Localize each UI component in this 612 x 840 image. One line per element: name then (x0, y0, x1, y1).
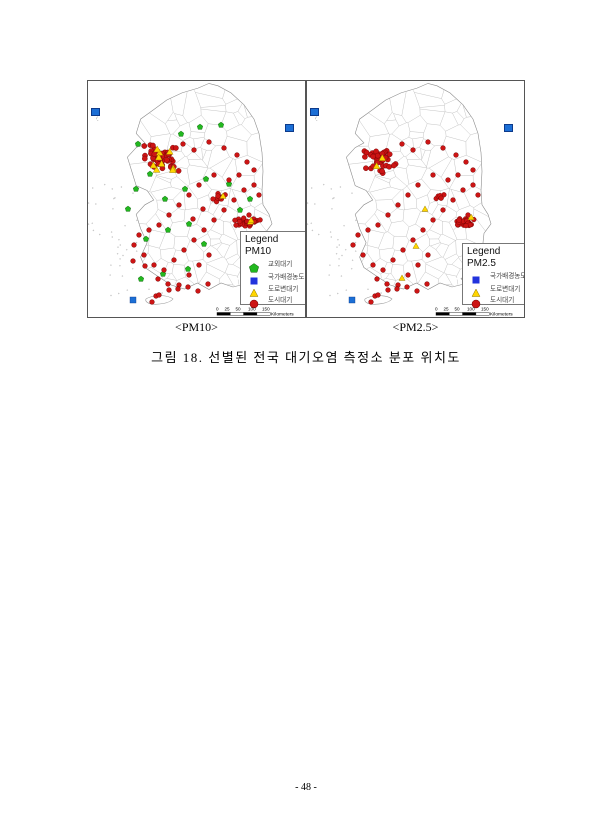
svg-text:100: 100 (467, 307, 475, 312)
svg-text:150: 150 (481, 307, 489, 312)
svg-text:50: 50 (236, 307, 242, 312)
svg-text:⁄.: ⁄. (96, 117, 99, 123)
svg-text:25: 25 (444, 307, 450, 312)
svg-text:Kilometers: Kilometers (490, 311, 513, 317)
svg-text:0: 0 (216, 307, 219, 312)
svg-text:25: 25 (225, 307, 231, 312)
svg-text:⁄.: ⁄. (315, 117, 318, 123)
svg-text:100: 100 (248, 307, 256, 312)
svg-text:Kilometers: Kilometers (271, 311, 294, 317)
svg-text:50: 50 (455, 307, 461, 312)
svg-text:150: 150 (262, 307, 270, 312)
svg-text:0: 0 (435, 307, 438, 312)
